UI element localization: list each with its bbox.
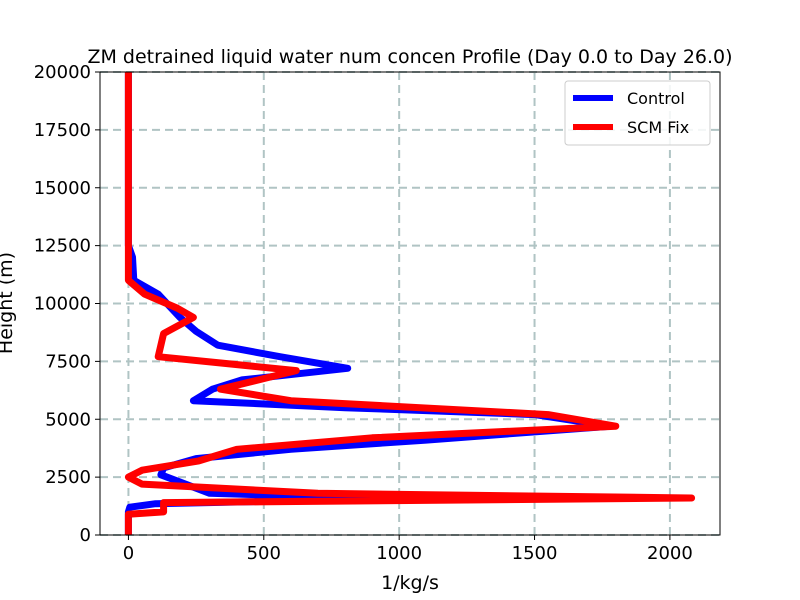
y-tick-label: 10000	[34, 294, 91, 315]
plot-series	[124, 72, 696, 535]
x-axis-label: 1/kg/s	[381, 572, 439, 594]
y-tick-label: 20000	[34, 62, 91, 83]
x-tick-label: 1000	[376, 543, 422, 564]
y-tick-label: 7500	[45, 351, 91, 372]
y-tick-label: 0	[80, 525, 91, 546]
series-line-scm-fix	[124, 72, 696, 535]
x-tick-label: 1500	[512, 543, 558, 564]
y-axis-ticks: 0 2500 5000 7500 10000 12500 15000 17500 20000	[34, 62, 100, 546]
y-tick-label: 12500	[34, 236, 91, 257]
y-tick-label: 17500	[34, 120, 91, 141]
y-tick-label: 2500	[45, 467, 91, 488]
chart-title: ZM detrained liquid water num concen Pro…	[87, 46, 732, 68]
y-axis-label: Height (m)	[0, 252, 17, 354]
x-axis-ticks: 0 500 1000 1500 2000	[123, 535, 693, 564]
x-tick-label: 500	[247, 543, 281, 564]
legend: Control SCM Fix	[564, 80, 711, 146]
y-tick-label: 5000	[45, 409, 91, 430]
legend-label-control: Control	[627, 89, 685, 108]
legend-label-scm-fix: SCM Fix	[627, 118, 689, 137]
x-tick-label: 2000	[647, 543, 693, 564]
x-tick-label: 0	[123, 543, 134, 564]
y-tick-label: 15000	[34, 178, 91, 199]
